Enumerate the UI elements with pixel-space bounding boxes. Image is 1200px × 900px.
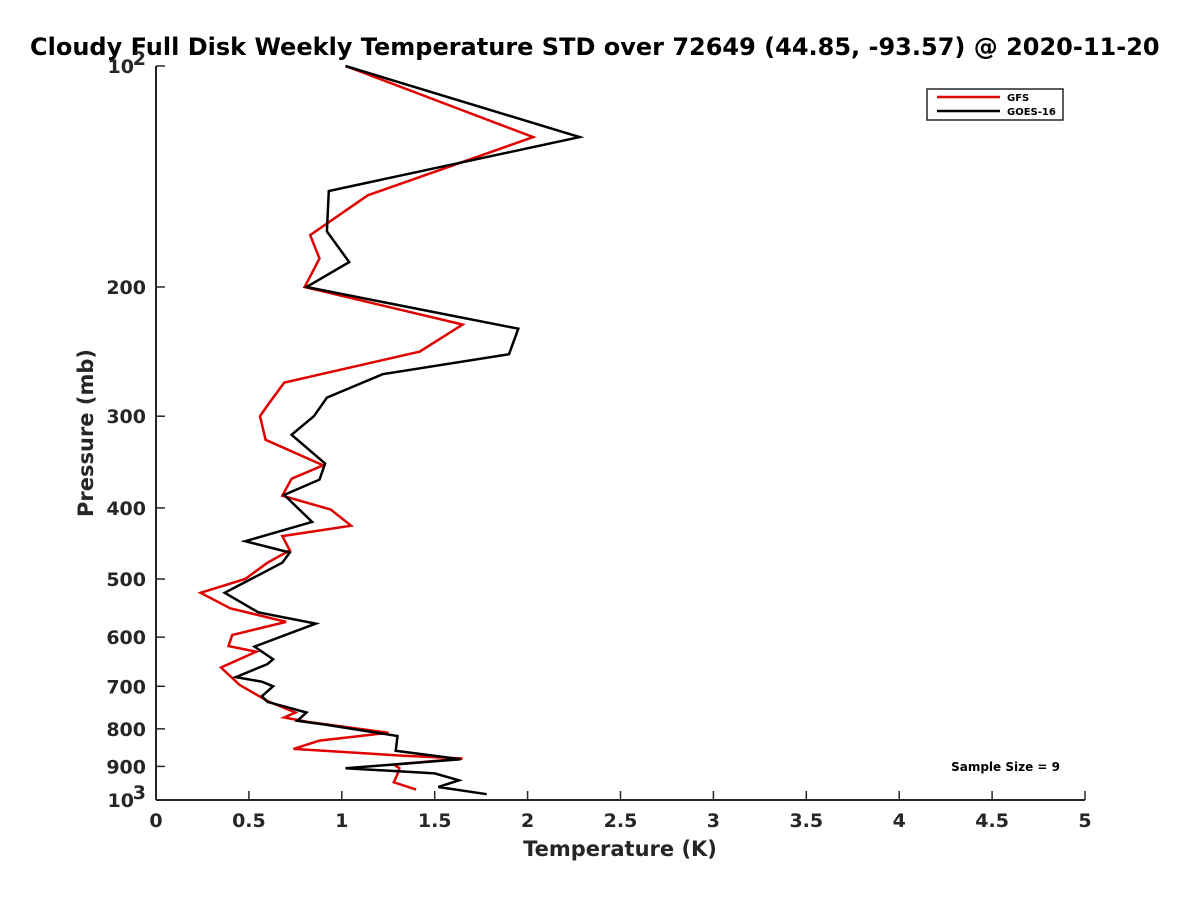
y-tick-label: 10 xyxy=(108,56,134,78)
legend-box xyxy=(926,88,1064,121)
y-tick-exponent: 3 xyxy=(133,782,146,804)
x-tick-label: 2 xyxy=(521,810,534,832)
x-tick-label: 0.5 xyxy=(232,810,266,832)
y-tick-label: 600 xyxy=(106,627,146,649)
x-tick-label: 2.5 xyxy=(604,810,638,832)
y-axis-label: Pressure (mb) xyxy=(74,349,98,517)
series-line-1 xyxy=(197,64,537,791)
series-line-2 xyxy=(222,64,585,796)
x-tick-label: 3.5 xyxy=(789,810,823,832)
x-tick-label: 5 xyxy=(1078,810,1091,832)
x-ticks: 0 0.5 1 1.5 2 2.5 3 3.5 4 4.5 5 xyxy=(149,791,1092,832)
y-tick-label: 400 xyxy=(106,498,146,520)
y-tick-label: 500 xyxy=(106,569,146,591)
series-layer xyxy=(197,64,585,796)
x-axis-label: Temperature (K) xyxy=(523,837,717,861)
y-tick-label: 800 xyxy=(106,719,146,741)
x-tick-label: 3 xyxy=(707,810,720,832)
y-tick-label: 900 xyxy=(106,756,146,778)
chart-title: Cloudy Full Disk Weekly Temperature STD … xyxy=(30,33,1160,61)
x-tick-label: 1 xyxy=(335,810,348,832)
x-tick-label: 1.5 xyxy=(418,810,452,832)
y-tick-label: 10 xyxy=(108,790,134,812)
y-tick-label: 300 xyxy=(106,406,146,428)
y-tick-exponent: 2 xyxy=(133,48,146,70)
y-tick-label: 200 xyxy=(106,277,146,299)
legend: GFS GOES-16 xyxy=(926,88,1064,121)
plot-area xyxy=(156,66,1085,800)
sample-size-annotation: Sample Size = 9 xyxy=(951,760,1060,774)
legend-label: GFS xyxy=(1007,93,1029,104)
legend-label: GOES-16 xyxy=(1007,107,1056,118)
y-tick-label: 700 xyxy=(106,676,146,698)
x-tick-label: 4.5 xyxy=(975,810,1009,832)
x-tick-label: 0 xyxy=(149,810,162,832)
x-tick-label: 4 xyxy=(893,810,906,832)
